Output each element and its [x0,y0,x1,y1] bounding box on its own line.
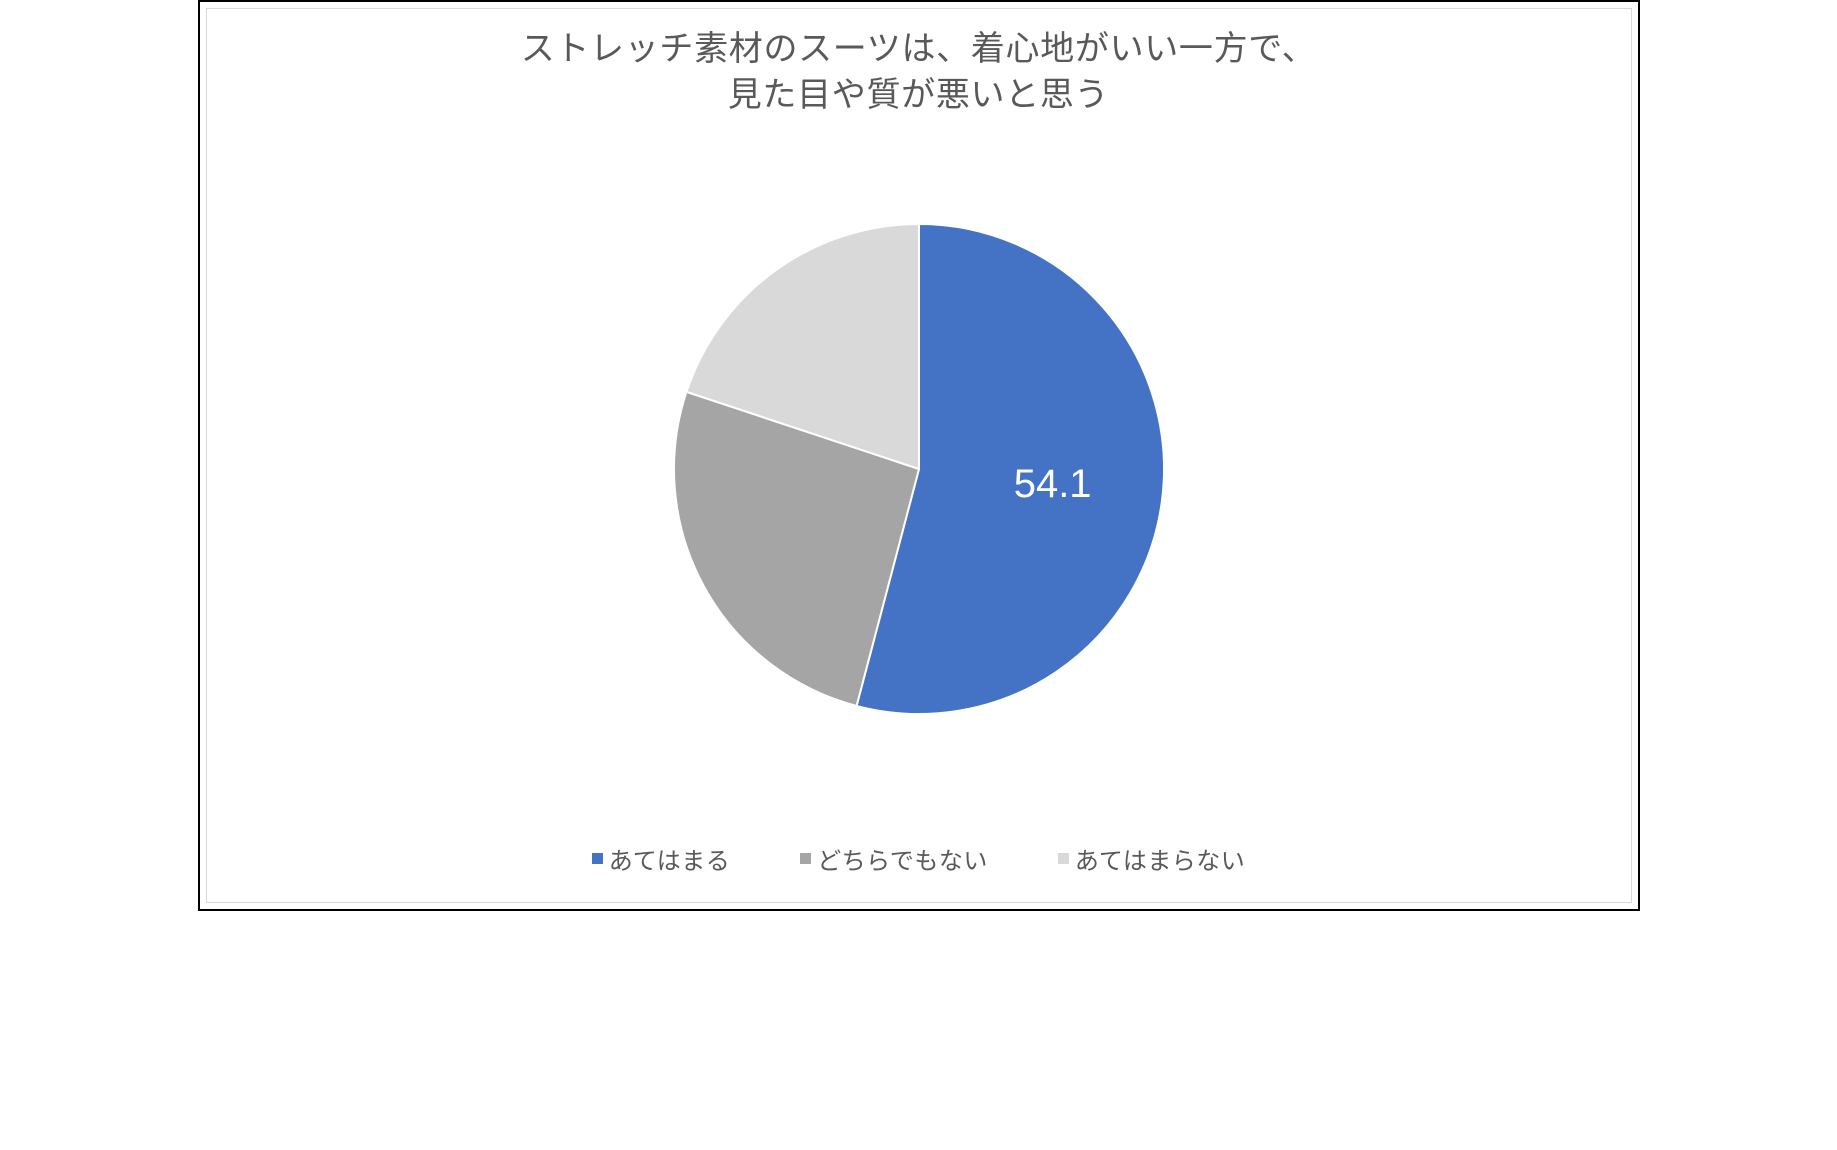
chart-card: ストレッチ素材のスーツは、着心地がいい一方で、 見た目や質が悪いと思う 54.1… [198,0,1640,911]
legend-item: あてはまる [592,841,730,876]
legend-item: どちらでもない [800,841,988,876]
legend-item: あてはまらない [1058,841,1245,876]
legend-label: あてはまる [609,841,730,876]
chart-title-line2: 見た目や質が悪いと思う [521,73,1317,119]
legend-label: どちらでもない [817,841,988,876]
chart-title: ストレッチ素材のスーツは、着心地がいい一方で、 見た目や質が悪いと思う [521,27,1317,119]
legend-label: あてはまらない [1075,841,1245,876]
legend-swatch [592,853,603,864]
chart-title-line1: ストレッチ素材のスーツは、着心地がいい一方で、 [521,27,1317,73]
pie-chart-area: 54.1 [207,119,1631,819]
legend-swatch [1058,853,1069,864]
legend: あてはまる どちらでもない あてはまらない [592,819,1246,902]
pie-chart: 54.1 [639,189,1199,749]
legend-swatch [800,853,811,864]
chart-inner: ストレッチ素材のスーツは、着心地がいい一方で、 見た目や質が悪いと思う 54.1… [206,8,1632,903]
pie-data-label: 54.1 [1013,462,1091,506]
